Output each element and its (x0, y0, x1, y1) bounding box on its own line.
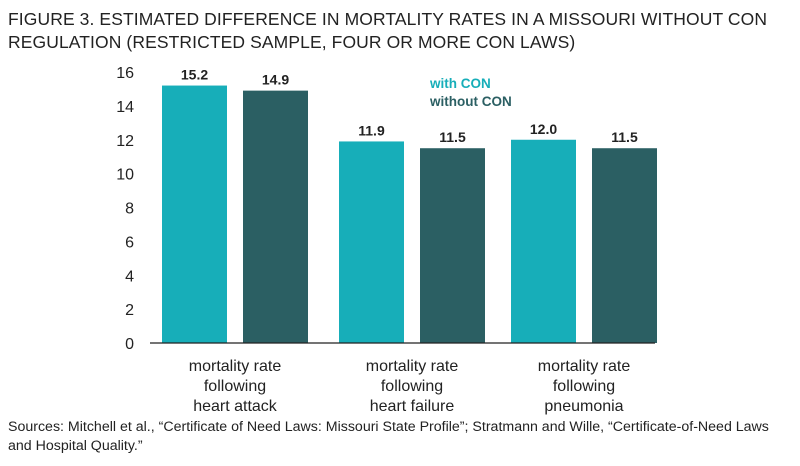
x-category-label-line: mortality rate (538, 358, 631, 375)
bar-without-con (243, 90, 308, 343)
legend-entry-with-con: with CON (429, 76, 491, 91)
chart-title: FIGURE 3. ESTIMATED DIFFERENCE IN MORTAL… (8, 9, 768, 52)
x-axis-category-labels: mortality rate following heart attackmorta… (189, 358, 631, 415)
legend: with CON without CON (429, 76, 512, 109)
y-tick-label: 16 (116, 65, 134, 82)
y-tick-label: 14 (116, 99, 134, 116)
x-category-label-line: mortality rate (189, 358, 282, 375)
source-note: Sources: Mitchell et al., “Certificate o… (8, 419, 769, 454)
y-axis-ticks: 0 2 4 6 8 10 12 14 16 (116, 65, 134, 353)
x-category-label-line: following (204, 378, 266, 395)
legend-entry-without-con: without CON (429, 94, 512, 109)
x-category-label-line: following (381, 378, 443, 395)
y-tick-label: 4 (125, 268, 134, 285)
x-category-label-line: heart attack (193, 398, 278, 415)
bar-value-label: 11.5 (439, 129, 466, 145)
y-tick-label: 10 (116, 167, 134, 184)
bar-value-label: 14.9 (262, 72, 289, 88)
bar-value-label: 15.2 (181, 67, 208, 83)
bar-without-con (592, 148, 657, 343)
bar-value-label: 11.5 (611, 129, 638, 145)
bar-without-con (420, 148, 485, 343)
y-tick-label: 2 (125, 302, 134, 319)
y-tick-label: 6 (125, 234, 134, 251)
x-category-label-line: following (553, 378, 615, 395)
y-tick-label: 0 (125, 336, 134, 353)
data-labels: 15.2 11.9 12.0 14.9 11.5 11.5 (181, 67, 638, 146)
bar-value-label: 12.0 (530, 121, 557, 137)
bar-with-con (511, 139, 576, 343)
x-category-label: mortality rate following heart attack (189, 358, 282, 415)
x-category-label-line: mortality rate (366, 358, 459, 375)
y-tick-label: 8 (125, 201, 134, 218)
bar-value-label: 11.9 (358, 122, 385, 138)
x-category-label-line: heart failure (370, 398, 455, 415)
bars (162, 85, 657, 344)
y-tick-label: 12 (116, 133, 134, 150)
bar-with-con (339, 141, 404, 343)
x-category-label: mortality rate following heart failure (366, 358, 459, 415)
x-category-label: mortality rate following pneumonia (538, 358, 631, 415)
x-category-label-line: pneumonia (544, 398, 623, 415)
bar-with-con (162, 85, 227, 344)
